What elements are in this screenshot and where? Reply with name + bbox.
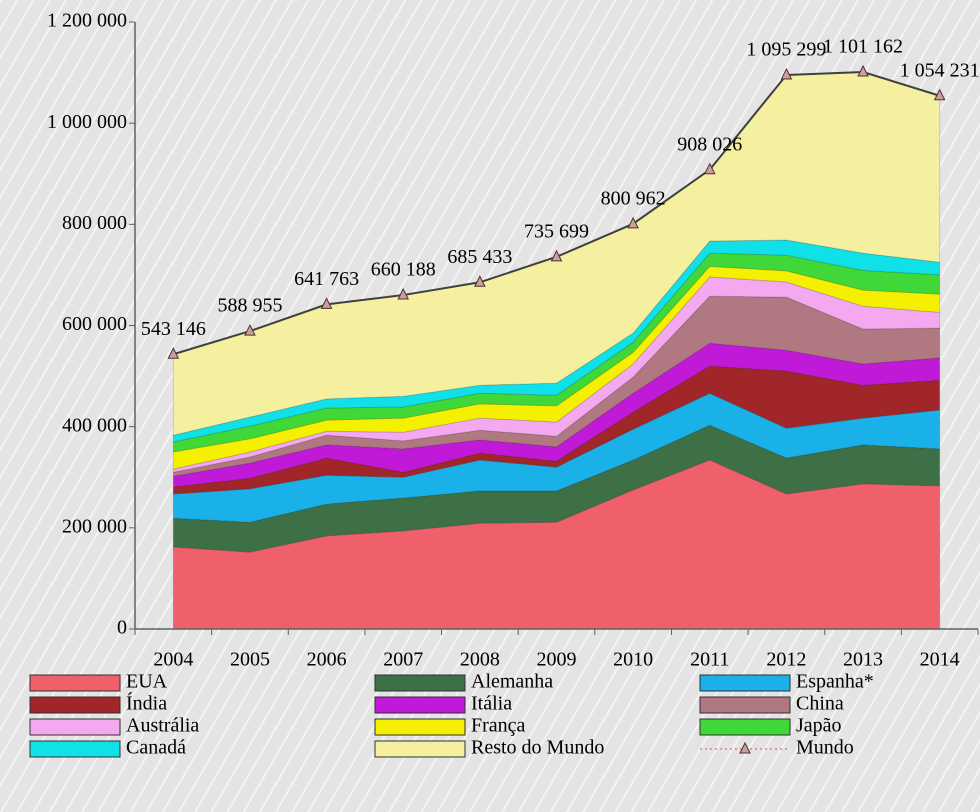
data-label: 588 955 [217, 295, 282, 317]
data-label: 908 026 [677, 133, 742, 155]
legend-swatch [374, 740, 466, 758]
legend-label: Espanha* [796, 671, 874, 693]
marker [933, 88, 946, 101]
marker [320, 297, 333, 309]
legend-label: EUA [126, 671, 168, 693]
area [172, 276, 941, 473]
legend-label: China [796, 693, 844, 715]
x-tick-label: 2005 [230, 649, 270, 671]
marker [397, 287, 410, 300]
data-label: 800 962 [601, 187, 666, 209]
x-tick-label: 2011 [690, 649, 729, 671]
area [172, 365, 941, 495]
y-tick-label: 1 000 000 [47, 111, 127, 133]
marker [550, 249, 563, 262]
marker [627, 216, 639, 229]
marker [167, 347, 180, 359]
data-label: 660 188 [371, 259, 436, 281]
data-label: 1 054 231 [900, 59, 980, 81]
area [172, 252, 941, 453]
area [172, 424, 941, 553]
data-label: 735 699 [524, 220, 589, 242]
legend-swatch [29, 696, 121, 714]
y-tick-label: 200 000 [62, 515, 127, 537]
data-label: 543 146 [141, 318, 206, 340]
legend-label: Austrália [126, 715, 199, 737]
x-tick-label: 2014 [920, 649, 960, 671]
x-tick-label: 2006 [307, 649, 347, 671]
legend-swatch [29, 740, 121, 758]
legend-swatch [374, 718, 466, 736]
legend-swatch [699, 718, 791, 736]
legend-swatch [29, 718, 121, 736]
area [172, 265, 941, 470]
x-tick-label: 2004 [153, 649, 193, 671]
x-tick-label: 2007 [383, 649, 423, 671]
marker [703, 162, 716, 175]
area [172, 392, 941, 523]
legend-swatch [374, 696, 466, 714]
marker [474, 275, 486, 287]
legend-label: França [471, 715, 526, 737]
legend-label: Japão [796, 715, 842, 737]
legend-label: Itália [471, 693, 512, 715]
x-tick-label: 2010 [613, 649, 653, 671]
legend-swatch [699, 674, 791, 692]
marker [780, 67, 793, 80]
marker [244, 323, 256, 336]
y-tick-label: 600 000 [62, 313, 127, 335]
data-label: 685 433 [447, 246, 512, 268]
legend-swatch [699, 696, 791, 714]
data-label: 1 101 162 [823, 36, 903, 58]
x-tick-label: 2008 [460, 649, 500, 671]
x-tick-label: 2013 [843, 649, 883, 671]
x-tick-label: 2009 [537, 649, 577, 671]
legend-swatch [374, 674, 466, 692]
legend-label: Índia [126, 692, 167, 715]
y-tick-label: 800 000 [62, 212, 127, 234]
y-tick-label: 0 [117, 617, 127, 639]
marker [857, 64, 869, 77]
x-tick-label: 2012 [766, 649, 806, 671]
legend-label: Mundo [796, 737, 854, 759]
legend-swatch [29, 674, 121, 692]
legend-label: Canadá [126, 737, 186, 759]
y-tick-label: 400 000 [62, 414, 127, 436]
legend-label: Alemanha [471, 671, 553, 693]
data-label: 641 763 [294, 268, 359, 290]
legend-marker [739, 741, 751, 754]
legend-label: Resto do Mundo [471, 737, 604, 759]
y-tick-label: 1 200 000 [47, 10, 127, 32]
data-label: 1 095 299 [746, 39, 826, 61]
